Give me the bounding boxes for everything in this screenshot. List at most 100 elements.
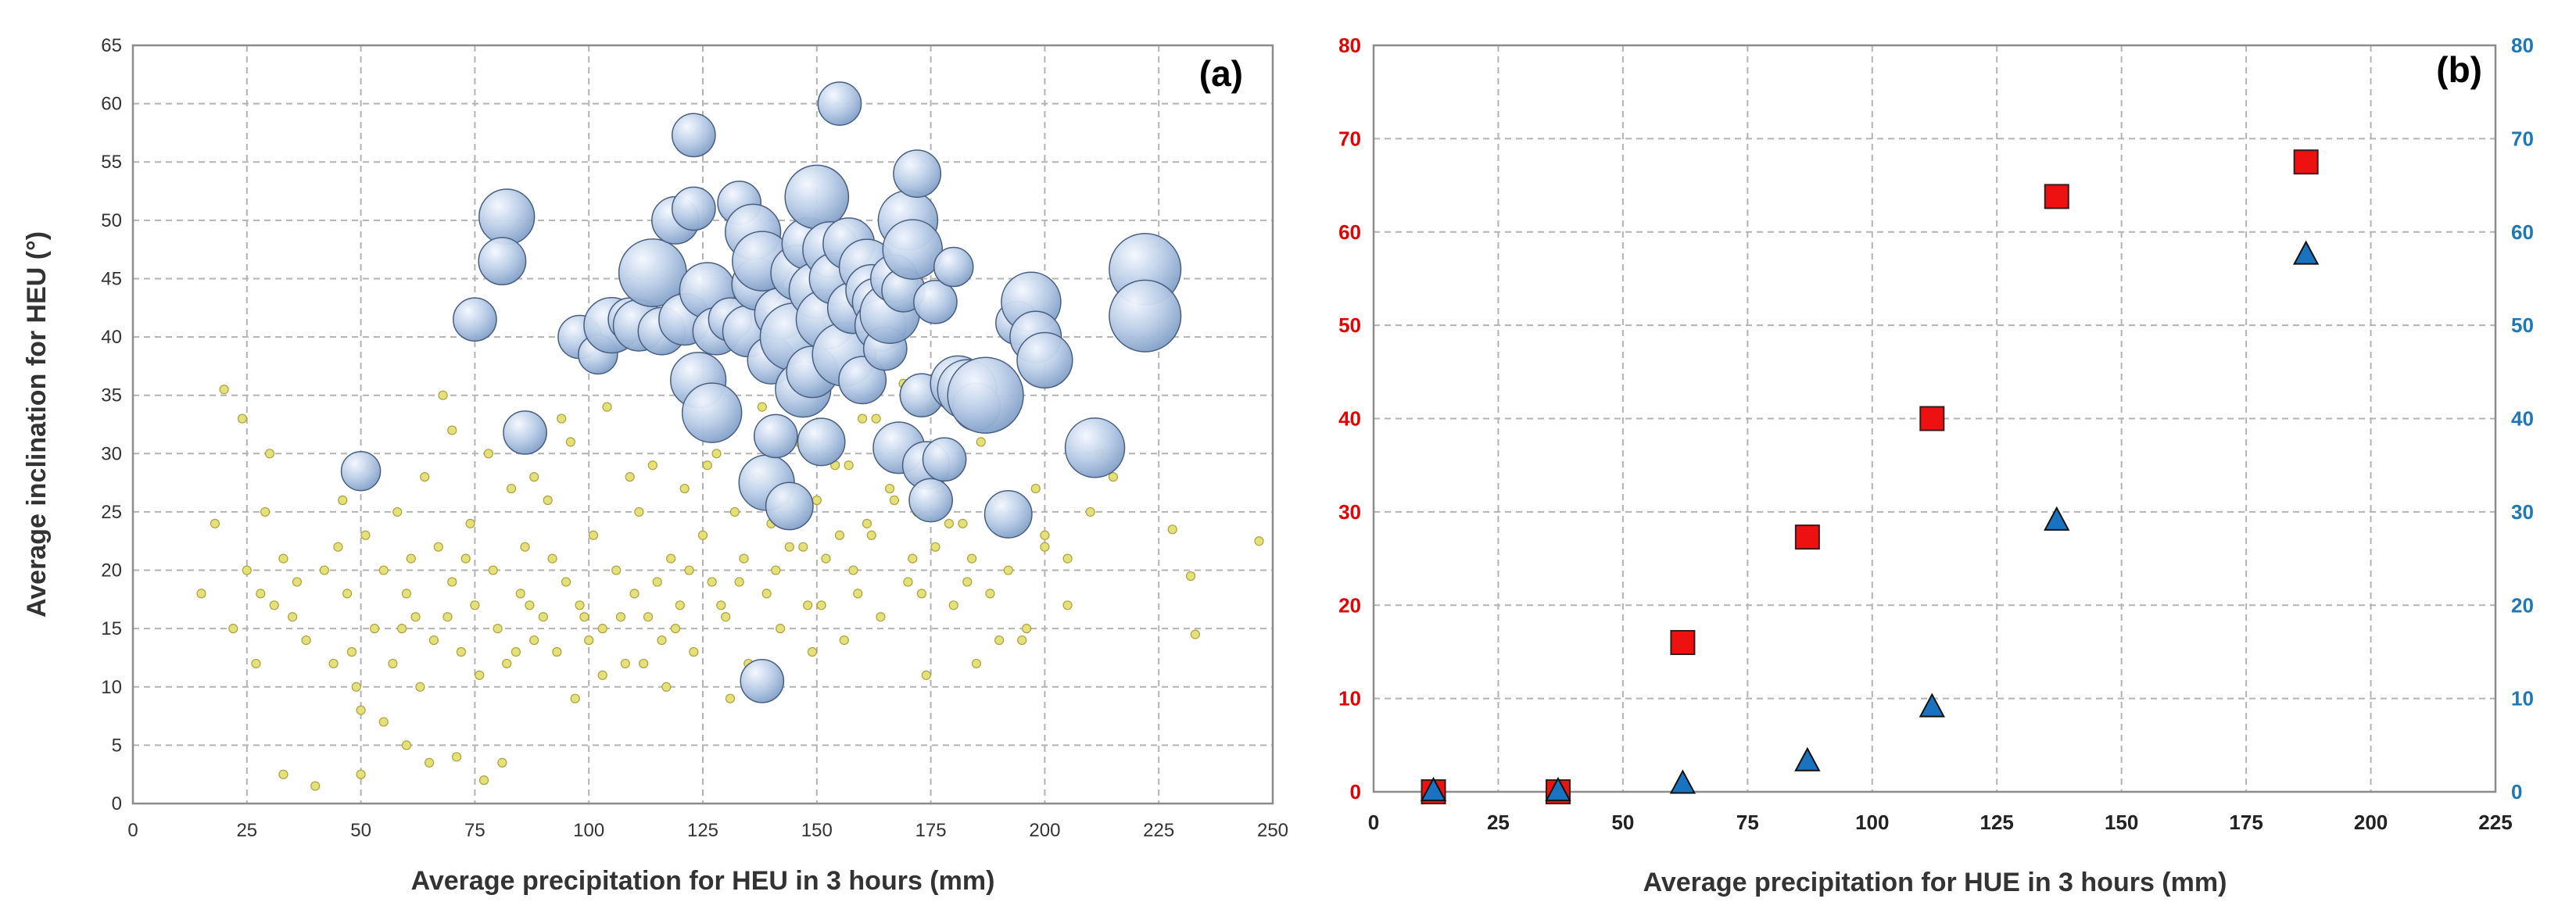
panel-a-bubble [983,489,1033,539]
panel-a-x-tick-labels: 0 25 50 75 100 125 150 175 200 225 250 [127,820,1288,841]
panel-a-small-point [958,518,968,528]
panel-b-red-square-point [1794,524,1820,550]
panel-a-small-point [415,682,425,692]
panel-a-small-point [670,624,681,634]
panel-a-small-point [985,589,995,599]
panel-a-small-point [210,518,220,528]
panel-a-small-point [260,507,270,517]
panel-a-small-point [529,472,539,482]
panel-b-x-axis-title: Average precipitation for HUE in 3 hours… [1643,868,2227,897]
panel-a-bubble [453,297,497,342]
panel-a-small-point [697,530,708,540]
panel-a-bubble [478,188,536,245]
panel-a-label: (a) [1199,53,1243,94]
panel-a-small-point [1190,629,1200,639]
panel-a-small-point [629,589,640,599]
panel-a-small-point [725,693,736,703]
panel-b-left-y-tick-label: 60 [1338,220,1361,244]
panel-a-small-point [803,600,813,610]
panel-a-small-point [807,646,818,657]
panel-a-small-point [338,495,348,506]
panel-b-blue-triangle-point [1919,693,1945,718]
panel-a-small-point [565,437,575,447]
panel-a-small-point [625,472,635,482]
panel-a-x-tick-label: 25 [236,820,257,841]
panel-a-y-tick-label: 10 [101,677,122,698]
panel-a-small-point [1167,524,1177,535]
panel-b-x-tick-label: 125 [1980,811,2014,834]
panel-a-small-point [428,635,439,646]
panel-a-bubble [478,237,527,286]
panel-a-small-point [844,460,854,471]
panel-b-left-y-tick-label: 20 [1338,593,1361,617]
panel-a-small-point [811,495,822,506]
panel-a-small-point [634,507,644,517]
panel-a-small-point [543,495,553,506]
panel-a-small-point [356,769,366,779]
panel-a-y-tick-label: 0 [112,793,122,814]
panel-a-plot-frame [131,44,1274,805]
panel-a-small-point [401,740,412,750]
panel-b-right-y-tick-label: 30 [2511,500,2534,524]
panel-a-small-point [470,600,480,610]
panel-a-small-point [424,757,435,768]
panel-a-small-point [597,670,607,680]
panel-b-left-y-tick-label: 40 [1338,407,1361,431]
panel-a-small-point [196,589,206,599]
panel-a-small-point [392,507,403,517]
panel-a-y-tick-label: 15 [101,618,122,639]
panel-a-small-point [351,682,361,692]
panel-a-y-tick-label: 5 [112,735,122,756]
panel-b-right-y-tick-label: 80 [2511,34,2534,57]
panel-a-small-point [328,658,339,669]
panel-a-small-point [292,577,303,587]
panel-a-small-point [739,553,749,564]
panel-b-right-y-tick-label: 10 [2511,687,2534,711]
panel-a-bubble [893,149,942,199]
panel-a-x-tick-label: 0 [127,820,138,841]
panel-a-bubble [765,481,814,531]
panel-b-left-y-tick-label: 0 [1350,780,1361,804]
panel-a-small-point [839,635,849,646]
panel-a-small-point [666,553,676,564]
panel-a-small-point [438,390,448,400]
panel-a-small-point [721,612,731,622]
panel-b-x-tick-label: 225 [2478,811,2512,834]
panel-a-small-point [1062,600,1073,610]
panel-a-small-point [396,624,407,634]
panel-a-small-point [734,577,744,587]
panel-a-small-point [716,600,726,610]
panel-a-small-point [552,646,562,657]
panel-a-x-tick-label: 150 [801,820,833,841]
panel-a-small-point [511,646,521,657]
panel-a-small-point [652,577,662,587]
panel-a-small-point [903,577,913,587]
panel-a-x-tick-label: 250 [1257,820,1288,841]
panel-a-small-point [447,425,457,435]
panel-a-bubble [753,413,798,459]
panel-a-small-point [388,658,398,669]
panel-b-x-tick-label: 200 [2354,811,2388,834]
panel-a-small-point [1254,536,1264,546]
panel-a-small-point [702,460,712,471]
panel-a-small-point [256,589,266,599]
panel-b-red-square-point [2293,149,2319,175]
panel-b-left-y-tick-label: 70 [1338,127,1361,150]
panel-a-small-point [620,658,630,669]
panel-b-right-y-tick-label: 20 [2511,593,2534,617]
panel-a-small-point [451,752,462,762]
panel-a-bubbles [340,81,1182,703]
panel-b-x-tick-label: 0 [1368,811,1379,834]
panel-a-small-point [584,635,594,646]
panel-b-plot-frame [1372,44,2497,793]
panel-b-x-tick-label: 175 [2229,811,2263,834]
panel-a-y-tick-label: 60 [101,94,122,115]
panel-a-small-point [639,658,649,669]
panel-a-small-point [269,600,279,610]
panel-a-small-point [278,769,288,779]
panel-a-small-point [889,495,900,506]
panel-b-red-square-point [2044,184,2069,209]
panel-b-blue-triangle-point [1669,769,1696,794]
panel-b-right-y-tick-label: 60 [2511,220,2534,244]
panel-a-bubble [671,186,716,231]
